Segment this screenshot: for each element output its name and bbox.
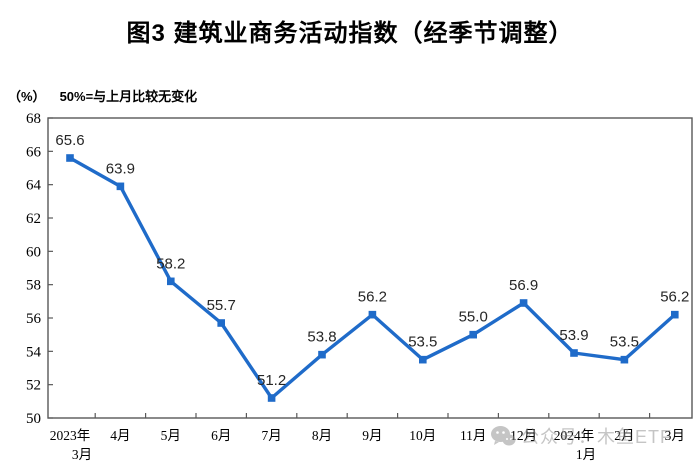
- svg-text:56.2: 56.2: [660, 289, 689, 306]
- data-point-marker: [570, 349, 578, 357]
- svg-text:53.5: 53.5: [408, 334, 437, 351]
- svg-text:60: 60: [26, 244, 41, 260]
- svg-text:3月: 3月: [665, 428, 685, 443]
- data-point-marker: [167, 277, 175, 286]
- data-point-marker: [66, 154, 74, 162]
- svg-text:55.0: 55.0: [459, 309, 488, 326]
- x-axis: 2023年 3月 4月 5月 6月 7月 8月 9月 10月 11月 12月 2024年 1月 2月 3月: [50, 413, 685, 462]
- y-axis-unit-label: （%）: [8, 89, 46, 104]
- y-axis: 50 52 54 56 58 60 62 64 66 68: [26, 111, 53, 427]
- axis-note: （%） 50%=与上月比较无变化: [8, 86, 197, 105]
- svg-text:6月: 6月: [211, 428, 231, 443]
- svg-text:4月: 4月: [110, 428, 130, 443]
- svg-text:7月: 7月: [261, 428, 281, 443]
- svg-text:53.9: 53.9: [559, 327, 588, 344]
- svg-text:63.9: 63.9: [106, 160, 135, 177]
- reference-note: 50%=与上月比较无变化: [59, 89, 198, 104]
- svg-text:58.2: 58.2: [156, 255, 185, 272]
- svg-text:58: 58: [26, 278, 41, 294]
- watermark: 公众号：木鱼ETF: [490, 423, 672, 449]
- svg-text:68: 68: [26, 111, 41, 127]
- svg-text:8月: 8月: [312, 428, 332, 443]
- svg-text:2023年: 2023年: [50, 428, 91, 443]
- plot-frame: [47, 117, 693, 419]
- data-point-marker: [469, 330, 477, 339]
- chart-title: 图3 建筑业商务活动指数（经季节调整）: [126, 20, 574, 47]
- svg-text:53.5: 53.5: [610, 334, 639, 351]
- svg-text:53.8: 53.8: [307, 329, 336, 346]
- data-point-marker: [519, 299, 528, 307]
- svg-text:62: 62: [26, 211, 41, 227]
- data-point-marker: [267, 394, 276, 402]
- data-point-marker: [419, 355, 427, 364]
- svg-text:56: 56: [26, 311, 42, 327]
- svg-text:10月: 10月: [409, 428, 436, 443]
- svg-text:65.6: 65.6: [55, 132, 84, 149]
- data-labels: 65.6 63.9 58.2 55.7 51.2 53.8 56.2 53.5 55.0 56.9…: [55, 132, 689, 389]
- svg-text:1月: 1月: [576, 447, 596, 462]
- data-point-marker: [368, 310, 377, 319]
- svg-text:5月: 5月: [161, 428, 181, 443]
- data-point-marker: [217, 319, 225, 327]
- svg-text:9月: 9月: [362, 428, 382, 443]
- svg-text:11月: 11月: [460, 428, 487, 443]
- wechat-icon: [491, 425, 516, 445]
- svg-text:2月: 2月: [614, 428, 634, 443]
- series-line: [66, 154, 679, 402]
- data-point-marker: [116, 182, 125, 191]
- svg-text:56.2: 56.2: [358, 289, 387, 306]
- watermark-text: 公众号：木鱼ETF: [521, 427, 672, 447]
- svg-text:51.2: 51.2: [257, 372, 286, 389]
- svg-text:3月: 3月: [72, 447, 92, 462]
- svg-text:56.9: 56.9: [509, 277, 538, 294]
- data-point-marker: [620, 355, 629, 364]
- svg-text:2024年: 2024年: [554, 428, 595, 443]
- data-point-marker: [318, 350, 326, 359]
- svg-text:55.7: 55.7: [207, 297, 236, 314]
- data-point-marker: [671, 310, 679, 319]
- svg-text:66: 66: [26, 144, 42, 160]
- svg-text:54: 54: [26, 344, 42, 360]
- svg-text:52: 52: [26, 378, 41, 394]
- svg-text:50: 50: [26, 411, 41, 427]
- svg-text:64: 64: [26, 178, 42, 194]
- svg-text:12月: 12月: [510, 428, 537, 443]
